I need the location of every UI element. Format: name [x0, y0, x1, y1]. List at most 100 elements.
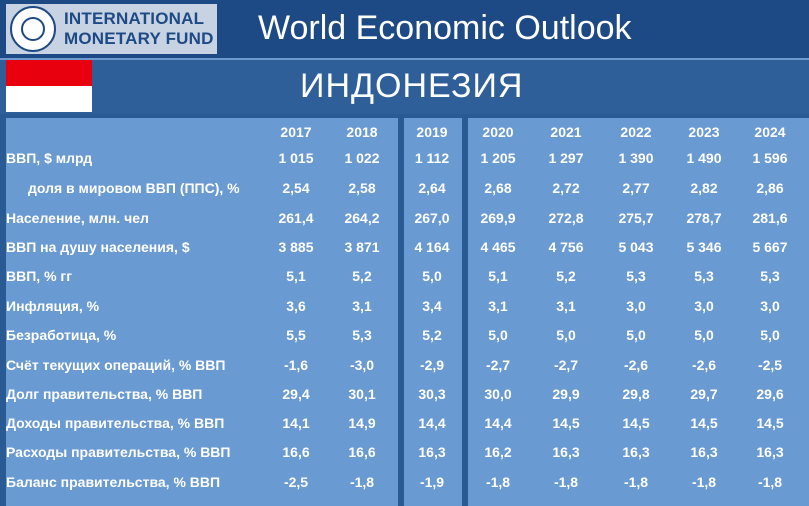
logo-line-2: MONETARY FUND: [64, 29, 214, 48]
year-header: 2021: [550, 124, 582, 140]
row-label: Доходы правительства, % ВВП: [6, 415, 225, 431]
table-header-row: 2017 2018 2019 2020 2021 2022 2023 2024: [0, 118, 809, 147]
year-header: 2018: [346, 124, 378, 140]
row-label: Баланс правительства, % ВВП: [6, 474, 221, 490]
value-cell: 16,3: [690, 444, 718, 460]
value-cell: 5,0: [626, 327, 646, 343]
value-cell: 29,9: [552, 386, 580, 402]
value-cell: -2,6: [691, 357, 717, 373]
row-label: Счёт текущих операций, % ВВП: [6, 357, 226, 373]
value-cell: 2,68: [484, 180, 512, 196]
value-cell: -1,8: [757, 474, 783, 490]
value-cell: 5,2: [352, 268, 372, 284]
value-cell: 269,9: [480, 210, 516, 226]
value-cell: 275,7: [618, 210, 654, 226]
value-cell: 278,7: [686, 210, 722, 226]
row-label: ВВП, $ млрд: [6, 150, 93, 166]
value-cell: 272,8: [548, 210, 584, 226]
row-label: Безработица, %: [6, 327, 117, 343]
table-row: Доходы правительства, % ВВП 14,1 14,9 14,4 1…: [0, 409, 809, 438]
table-row: Население, млн. чел 261,4 264,2 267,0 269,9 2…: [0, 204, 809, 233]
logo-text: INTERNATIONAL MONETARY FUND: [64, 9, 216, 49]
table-row: доля в мировом ВВП (ППС), % 2,54 2,58 2,64 2…: [0, 174, 809, 203]
value-cell: -2,5: [283, 474, 309, 490]
value-cell: -2,7: [553, 357, 579, 373]
value-cell: -2,5: [757, 357, 783, 373]
logo-line-1: INTERNATIONAL: [64, 9, 205, 28]
value-cell: 5,3: [352, 327, 372, 343]
value-cell: 261,4: [278, 210, 314, 226]
value-cell: 1 112: [414, 150, 450, 166]
value-cell: 281,6: [752, 210, 788, 226]
imf-logo: INTERNATIONAL MONETARY FUND: [6, 4, 217, 54]
indonesia-flag-icon: [6, 60, 92, 112]
year-header: 2019: [416, 124, 448, 140]
value-cell: 16,6: [348, 444, 376, 460]
value-cell: 14,5: [690, 415, 718, 431]
value-cell: 14,5: [552, 415, 580, 431]
value-cell: 5,5: [286, 327, 306, 343]
row-label: ВВП, % гг: [6, 268, 73, 284]
value-cell: 5 043: [618, 239, 654, 255]
value-cell: -1,9: [419, 474, 445, 490]
year-header: 2020: [482, 124, 514, 140]
value-cell: 3 885: [278, 239, 314, 255]
value-cell: 3,0: [694, 298, 714, 314]
value-cell: 1 596: [752, 150, 788, 166]
table-row: ВВП, $ млрд 1 015 1 022 1 112 1 205 1 297 1 39…: [0, 144, 809, 173]
value-cell: 3,4: [422, 298, 442, 314]
value-cell: -1,8: [349, 474, 375, 490]
value-cell: 16,2: [484, 444, 512, 460]
row-label: Инфляция, %: [6, 298, 100, 314]
table-row: Расходы правительства, % ВВП 16,6 16,6 16,3…: [0, 438, 809, 467]
value-cell: 2,82: [690, 180, 718, 196]
value-cell: 5,0: [694, 327, 714, 343]
value-cell: 29,6: [756, 386, 784, 402]
value-cell: -1,8: [553, 474, 579, 490]
value-cell: -1,8: [691, 474, 717, 490]
value-cell: 264,2: [344, 210, 380, 226]
value-cell: 5,1: [488, 268, 508, 284]
row-label: ВВП на душу населения, $: [6, 239, 190, 255]
value-cell: 2,86: [756, 180, 784, 196]
value-cell: 3 871: [344, 239, 380, 255]
value-cell: 5,0: [422, 268, 442, 284]
value-cell: 14,5: [756, 415, 784, 431]
value-cell: -2,7: [485, 357, 511, 373]
value-cell: -1,8: [485, 474, 511, 490]
value-cell: 5,3: [626, 268, 646, 284]
value-cell: 4 756: [548, 239, 584, 255]
value-cell: 3,1: [352, 298, 372, 314]
table-panel-labels: [6, 118, 398, 506]
table-row: Безработица, % 5,5 5,3 5,2 5,0 5,0 5,0 5,0 5,0: [0, 321, 809, 350]
row-label: Расходы правительства, % ВВП: [6, 444, 231, 460]
value-cell: -3,0: [349, 357, 375, 373]
table-row: Инфляция, % 3,6 3,1 3,4 3,1 3,1 3,0 3,0 3,0: [0, 292, 809, 321]
value-cell: 5,2: [422, 327, 442, 343]
value-cell: 3,0: [760, 298, 780, 314]
value-cell: 1 390: [618, 150, 654, 166]
value-cell: 30,1: [348, 386, 376, 402]
value-cell: 3,1: [556, 298, 576, 314]
value-cell: 2,72: [552, 180, 580, 196]
value-cell: 14,1: [282, 415, 310, 431]
value-cell: 29,7: [690, 386, 718, 402]
table-row: ВВП, % гг 5,1 5,2 5,0 5,1 5,2 5,3 5,3 5,3: [0, 262, 809, 291]
value-cell: -2,9: [419, 357, 445, 373]
value-cell: 1 022: [344, 150, 380, 166]
value-cell: 5,2: [556, 268, 576, 284]
value-cell: 16,3: [756, 444, 784, 460]
table-row: Счёт текущих операций, % ВВП -1,6 -3,0 -2,9…: [0, 351, 809, 380]
value-cell: 4 164: [414, 239, 450, 255]
value-cell: 1 490: [686, 150, 722, 166]
value-cell: 3,1: [488, 298, 508, 314]
indicators-table: 2017 2018 2019 2020 2021 2022 2023 2024 ВВП, $ …: [0, 118, 809, 506]
value-cell: -1,6: [283, 357, 309, 373]
value-cell: -1,8: [623, 474, 649, 490]
value-cell: 5 667: [752, 239, 788, 255]
table-row: Долг правительства, % ВВП 29,4 30,1 30,3 30,…: [0, 380, 809, 409]
value-cell: 14,9: [348, 415, 376, 431]
value-cell: 5 346: [686, 239, 722, 255]
table-row: ВВП на душу населения, $ 3 885 3 871 4 164 4…: [0, 233, 809, 262]
row-label: доля в мировом ВВП (ППС), %: [28, 180, 240, 196]
